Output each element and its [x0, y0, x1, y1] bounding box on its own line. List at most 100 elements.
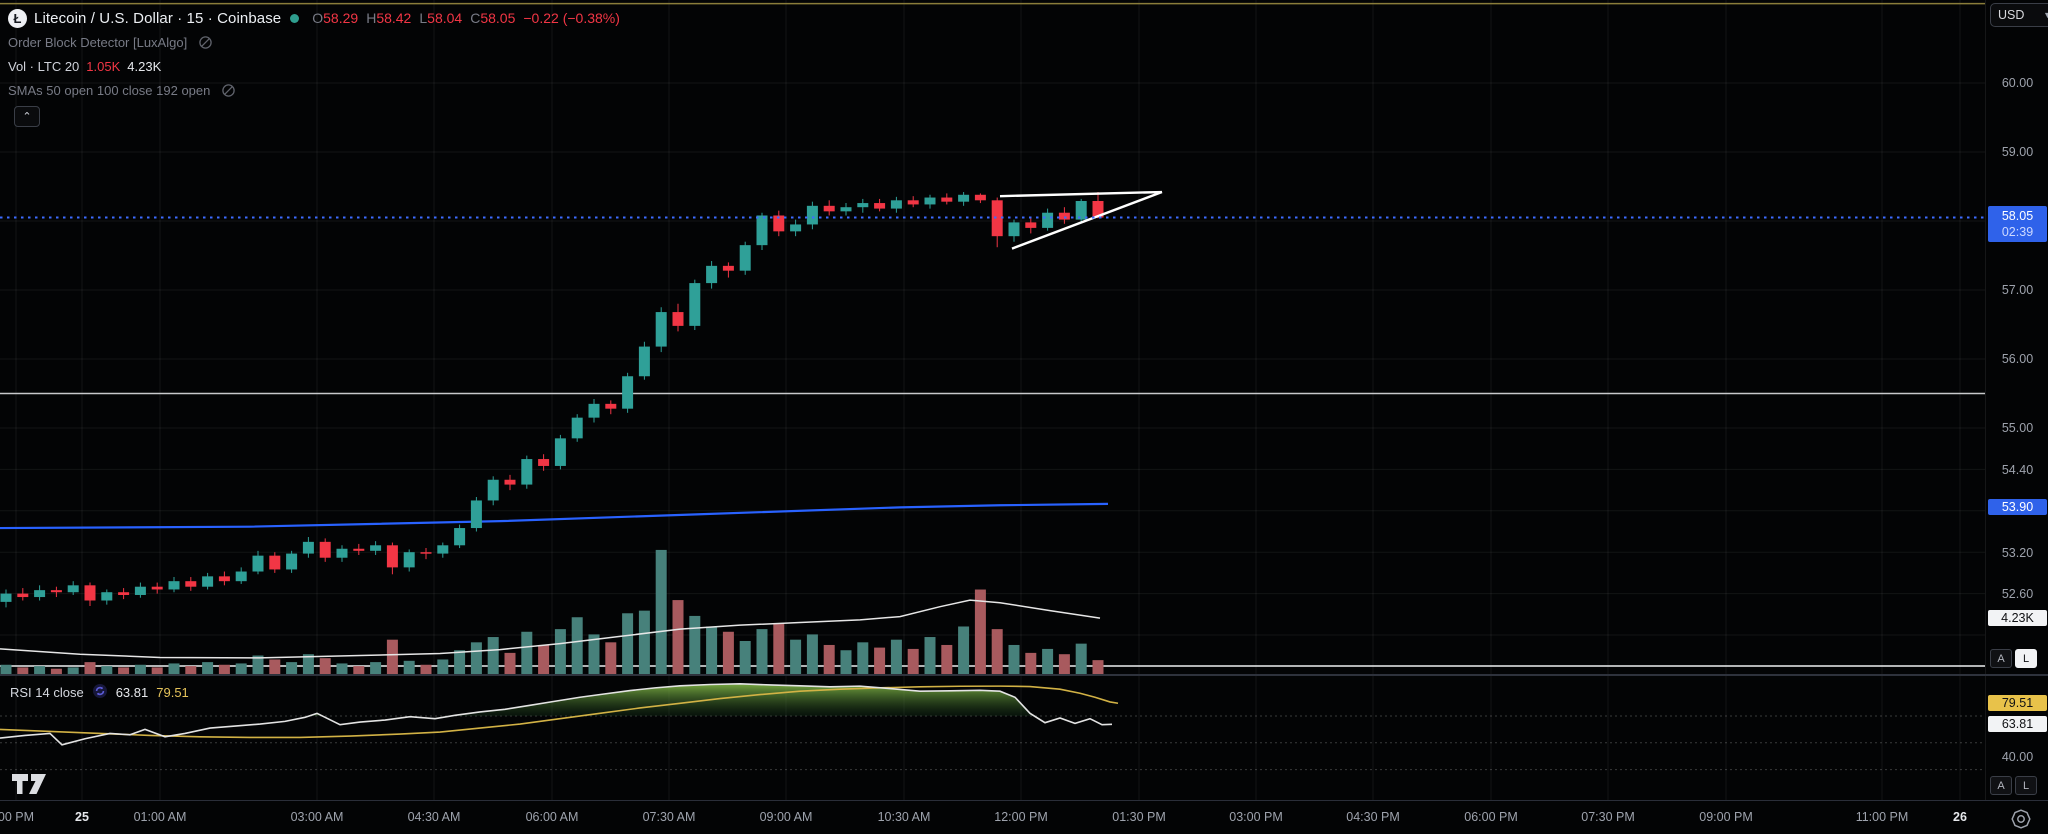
- timezone-settings-gear-icon[interactable]: [2010, 808, 2032, 830]
- volume-bar: [101, 666, 113, 674]
- volume-bar: [319, 658, 331, 674]
- candle-body: [622, 376, 634, 409]
- tradingview-logo[interactable]: [10, 770, 50, 798]
- volume-current-value: 1.05K: [86, 58, 121, 74]
- indicator-row-orderblock[interactable]: Order Block Detector [LuxAlgo]: [8, 30, 620, 54]
- candle-body: [554, 438, 566, 466]
- price-axis[interactable]: 60.00 59.00 57.00 56.00 55.00 54.40 53.20 52.60…: [1985, 0, 2048, 800]
- candle-body: [672, 312, 684, 326]
- date-tick-label: 26: [1953, 810, 1967, 824]
- volume-bar: [655, 549, 667, 674]
- candle-body: [890, 200, 902, 209]
- candle-body: [571, 417, 583, 439]
- price-tick-label: 59.00: [2001, 145, 2034, 159]
- price-tick-label: 40.00: [2001, 750, 2034, 764]
- volume-bar: [974, 589, 986, 674]
- candle-body: [0, 593, 12, 602]
- candle-body: [454, 528, 466, 546]
- refresh-icon[interactable]: [92, 683, 108, 702]
- price-tick-label: 52.60: [2001, 587, 2034, 601]
- volume-bar: [235, 663, 247, 674]
- candle-body: [974, 194, 986, 201]
- legend-collapse-button[interactable]: ⌃: [14, 106, 40, 127]
- time-tick-label: 01:30 PM: [1112, 810, 1166, 824]
- symbol-title[interactable]: Litecoin / U.S. Dollar · 15 · Coinbase: [34, 9, 282, 27]
- volume-bar: [907, 648, 919, 674]
- time-tick-label: 07:30 AM: [642, 810, 696, 824]
- eye-off-icon[interactable]: [198, 35, 213, 50]
- currency-dropdown[interactable]: USD ▼: [1990, 3, 2048, 27]
- price-tick-label: 55.00: [2001, 421, 2034, 435]
- candle-body: [151, 586, 163, 590]
- volume-bar: [756, 629, 768, 674]
- currency-label: USD: [1998, 8, 2025, 22]
- candle-body: [756, 215, 768, 246]
- volume-bar: [890, 639, 902, 674]
- time-tick-label: 09:00 AM: [759, 810, 813, 824]
- candle-body: [857, 203, 869, 208]
- indicator-row-smas[interactable]: SMAs 50 open 100 close 192 open: [8, 78, 620, 102]
- volume-bar: [134, 664, 146, 674]
- smas-label: SMAs 50 open 100 close 192 open: [8, 82, 211, 98]
- volume-bar: [386, 639, 398, 674]
- pane-divider[interactable]: [0, 674, 2048, 676]
- volume-bar: [823, 644, 835, 674]
- rsi-legend[interactable]: RSI 14 close 63.81 79.51: [10, 683, 189, 702]
- ohlc-item: O58.29: [312, 10, 359, 26]
- volume-bar: [84, 662, 96, 674]
- auto-scale-button[interactable]: A: [1990, 649, 2012, 668]
- candle-body: [874, 203, 886, 209]
- trendline-drawing: [1011, 190, 1163, 250]
- candle-body: [353, 548, 365, 551]
- volume-bar: [370, 662, 382, 674]
- candle-body: [706, 265, 718, 284]
- candle-body: [302, 541, 314, 554]
- candle-body: [588, 403, 600, 418]
- volume-bar: [67, 667, 79, 674]
- sma-price-label: 53.90: [1988, 499, 2047, 515]
- volume-bar: [638, 610, 650, 674]
- orderblock-label: Order Block Detector [LuxAlgo]: [8, 34, 188, 50]
- eye-off-icon[interactable]: [221, 83, 236, 98]
- trendline-drawing: [999, 190, 1163, 198]
- sma-line: [0, 502, 1109, 530]
- price-tick-label: 56.00: [2001, 352, 2034, 366]
- time-axis[interactable]: 00 PM 25 01:00 AM 03:00 AM 04:30 AM 06:00 AM 0…: [0, 800, 2048, 834]
- candle-body: [386, 545, 398, 568]
- candle-body: [370, 545, 382, 551]
- volume-bar: [34, 666, 46, 674]
- log-scale-button[interactable]: L: [2015, 649, 2037, 668]
- volume-bar: [218, 664, 230, 674]
- candle-body: [286, 553, 298, 570]
- log-scale-button[interactable]: L: [2015, 776, 2037, 795]
- price-change: −0.22 (−0.38%): [523, 10, 620, 26]
- chevron-down-icon: ▼: [2043, 10, 2048, 20]
- volume-bar: [622, 613, 634, 674]
- rsi-ma-value: 79.51: [156, 685, 189, 700]
- volume-bar: [605, 642, 617, 674]
- candle-body: [1025, 222, 1037, 228]
- time-tick-label: 03:00 PM: [1229, 810, 1283, 824]
- volume-bar: [252, 655, 264, 674]
- indicator-row-volume[interactable]: Vol · LTC 20 1.05K 4.23K: [8, 54, 620, 78]
- ohlc-item: C58.05: [470, 10, 516, 26]
- current-price-label: 58.05 02:39: [1988, 206, 2047, 242]
- candle-body: [538, 459, 550, 466]
- price-tick-label: 53.20: [2001, 546, 2034, 560]
- auto-scale-button[interactable]: A: [1990, 776, 2012, 795]
- rsi-ma-label: 79.51: [1988, 695, 2047, 711]
- symbol-row[interactable]: Ł Litecoin / U.S. Dollar · 15 · Coinbase…: [8, 6, 620, 30]
- volume-bar: [17, 667, 29, 674]
- time-tick-label: 03:00 AM: [290, 810, 344, 824]
- candle-body: [941, 197, 953, 202]
- ohlc-item: H58.42: [366, 10, 412, 26]
- volume-bar: [689, 615, 701, 674]
- volume-bar: [454, 650, 466, 674]
- candle-body: [739, 245, 751, 271]
- time-tick-label: 07:30 PM: [1581, 810, 1635, 824]
- time-tick-label: 06:00 PM: [1464, 810, 1518, 824]
- volume-bar: [924, 637, 936, 674]
- volume-ma-line: [0, 599, 1101, 659]
- time-tick-label: 09:00 PM: [1699, 810, 1753, 824]
